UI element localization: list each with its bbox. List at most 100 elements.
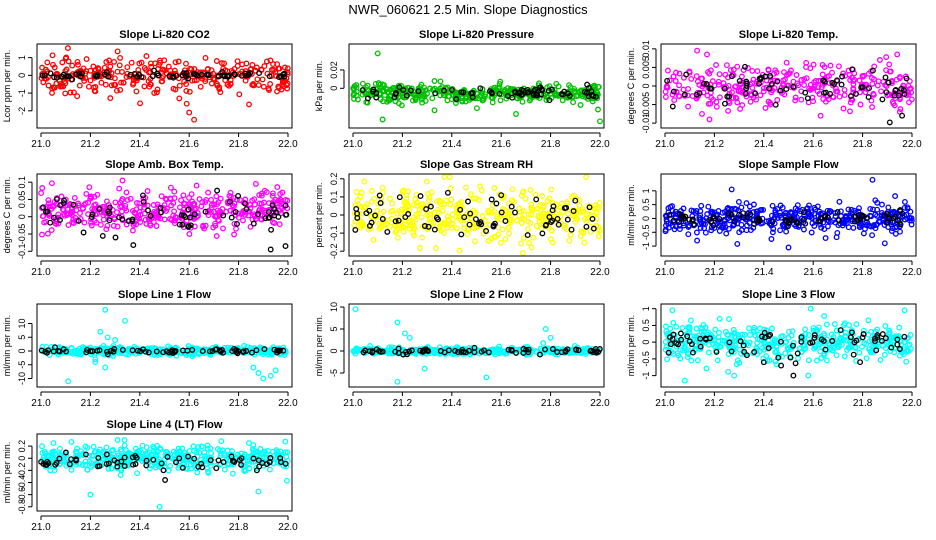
data-point — [142, 348, 149, 355]
data-point — [564, 216, 571, 223]
data-point — [234, 58, 241, 65]
data-point — [461, 221, 468, 228]
data-point — [670, 88, 677, 95]
data-point — [281, 70, 288, 77]
data-point — [123, 189, 130, 196]
panel-4: Slope Amb. Box Temp.degrees C per min.21… — [2, 159, 298, 278]
data-point — [822, 235, 829, 242]
data-point — [68, 466, 75, 473]
data-point — [848, 206, 855, 213]
data-point — [44, 349, 50, 356]
data-point — [787, 84, 794, 91]
data-point — [566, 237, 573, 244]
data-point — [220, 225, 226, 232]
data-point — [458, 199, 465, 205]
data-point — [836, 93, 843, 100]
data-point — [743, 227, 750, 234]
data-point — [505, 224, 512, 231]
data-point — [279, 205, 286, 212]
x-tick-label: 21.0 — [31, 139, 51, 150]
data-point — [847, 108, 853, 115]
data-point — [364, 82, 371, 89]
data-point — [756, 216, 763, 223]
data-point — [61, 212, 68, 219]
data-point — [846, 212, 853, 219]
data-point — [745, 65, 751, 71]
data-point — [510, 198, 517, 205]
data-point — [886, 119, 893, 126]
data-point — [688, 75, 695, 82]
data-point — [823, 321, 830, 328]
data-point — [266, 466, 273, 473]
data-point — [468, 90, 475, 97]
data-point — [876, 57, 883, 63]
data-point — [167, 195, 174, 202]
data-point — [795, 355, 801, 362]
data-point — [667, 325, 674, 332]
data-point — [387, 195, 393, 202]
data-point — [676, 70, 683, 77]
data-point — [482, 91, 489, 98]
x-tick-label: 21.0 — [343, 398, 363, 409]
data-point — [50, 348, 57, 355]
data-point — [379, 216, 386, 222]
data-point — [87, 491, 94, 498]
data-point — [39, 231, 45, 238]
data-point — [266, 73, 273, 80]
x-tick-label: 22.0 — [278, 398, 298, 409]
data-point — [188, 66, 195, 73]
data-point — [141, 83, 148, 90]
data-point — [885, 204, 892, 211]
y-axis-label: ml/min per min. — [2, 315, 12, 377]
data-point — [380, 208, 387, 215]
data-point — [874, 206, 881, 213]
x-tick-label: 21.4 — [754, 398, 774, 409]
data-point — [595, 233, 602, 240]
data-point — [380, 98, 386, 105]
data-point — [441, 174, 448, 180]
data-point — [683, 71, 690, 78]
data-point — [441, 229, 447, 236]
data-point — [412, 95, 419, 102]
data-point — [45, 197, 52, 204]
data-point — [887, 214, 894, 221]
y-axis-label: ml/min per min. — [314, 315, 324, 377]
data-point — [144, 188, 151, 194]
data-point — [777, 227, 784, 234]
data-point — [467, 191, 474, 198]
data-point — [202, 208, 209, 215]
y-tick-label: -5 — [17, 361, 27, 369]
y-tick-label: 0 — [641, 216, 651, 221]
data-point — [540, 210, 546, 217]
data-point — [779, 221, 786, 228]
data-point — [790, 372, 797, 379]
data-point — [555, 221, 562, 228]
data-point — [671, 226, 678, 233]
data-point — [49, 52, 56, 59]
data-point — [526, 239, 532, 246]
data-point — [240, 349, 247, 355]
data-point — [560, 91, 567, 98]
data-point — [426, 197, 432, 204]
data-point — [267, 246, 274, 253]
data-point — [699, 110, 705, 117]
data-point — [906, 217, 913, 224]
data-point — [103, 444, 110, 451]
x-tick-label: 21.2 — [393, 267, 413, 278]
data-point — [810, 61, 817, 68]
data-point — [65, 206, 71, 213]
data-point — [155, 61, 162, 68]
y-tick-label: 0 — [17, 214, 27, 219]
data-point — [497, 239, 504, 246]
data-point — [103, 69, 110, 76]
data-point — [559, 97, 566, 104]
data-point — [714, 357, 721, 364]
data-point — [721, 85, 728, 92]
data-point — [357, 193, 364, 200]
data-point — [539, 230, 546, 237]
data-point — [431, 78, 438, 84]
data-point — [160, 349, 167, 356]
data-point — [74, 93, 81, 100]
data-point — [213, 233, 220, 240]
data-point — [281, 64, 288, 71]
